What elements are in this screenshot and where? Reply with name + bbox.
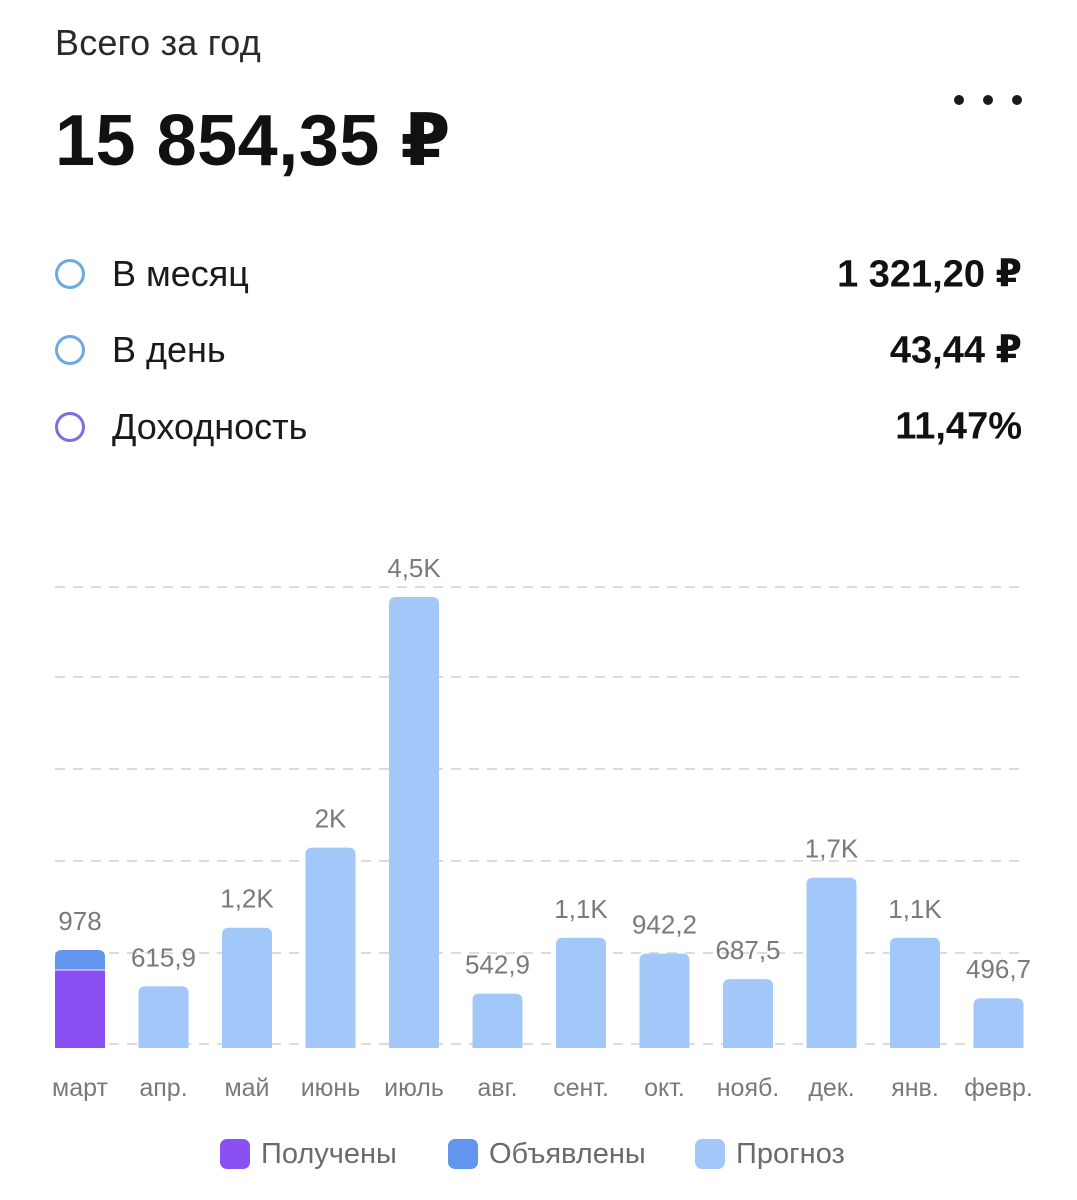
bar-value-label: 496,7 <box>966 954 1031 984</box>
bar-value-label: 542,9 <box>465 950 530 980</box>
stat-row-yield: Доходность 11,47% <box>55 402 1022 452</box>
legend-label: Объявлены <box>489 1137 646 1170</box>
bar-segment <box>55 949 105 971</box>
circle-icon <box>55 259 85 289</box>
bar-segment <box>890 937 940 1048</box>
x-tick-label: апр. <box>139 1074 187 1102</box>
x-tick-label: авг. <box>477 1074 517 1102</box>
bar-segment <box>472 993 523 1048</box>
bar-segment <box>639 953 690 1048</box>
stat-value: 1 321,20 ₽ <box>837 253 1022 296</box>
stat-label: В месяц <box>112 253 249 294</box>
legend-label: Прогноз <box>736 1137 845 1170</box>
bar-value-label: 1,1K <box>554 894 608 924</box>
x-tick-label: нояб. <box>717 1074 780 1102</box>
bar-segment <box>138 986 189 1048</box>
bar-value-label: 1,1K <box>888 894 942 924</box>
legend-item-received[interactable]: Получены <box>220 1134 397 1174</box>
legend-swatch <box>220 1139 250 1169</box>
legend-swatch <box>695 1139 725 1169</box>
stat-value: 11,47% <box>895 405 1022 448</box>
legend-item-forecast[interactable]: Прогноз <box>695 1134 845 1174</box>
x-tick-label: июнь <box>301 1074 361 1102</box>
bar-segment <box>556 937 606 1048</box>
bar-value-label: 942,2 <box>632 910 697 940</box>
circle-icon <box>55 335 85 365</box>
bar-value-label: 615,9 <box>131 942 196 972</box>
x-tick-label: март <box>52 1074 108 1102</box>
bar-value-label: 1,7K <box>805 834 859 864</box>
legend-swatch <box>448 1139 478 1169</box>
page-subtitle: Всего за год <box>55 22 261 63</box>
dividends-bar-chart: 978 март 615,9 апр. 1,2K май 2K июнь 4,5K июль 542… <box>52 553 1033 1102</box>
bar-value-label: 2K <box>315 804 347 834</box>
chart-legend: Получены Объявлены Прогноз <box>0 1134 1077 1174</box>
bar-value-label: 4,5K <box>387 553 441 583</box>
bar-segment <box>973 998 1024 1048</box>
year-total: 15 854,35 ₽ <box>55 101 451 181</box>
bar-segment <box>723 979 773 1048</box>
x-tick-label: дек. <box>808 1074 854 1102</box>
more-dot-icon <box>983 95 993 105</box>
stat-label: В день <box>112 329 226 370</box>
bar-value-label: 978 <box>58 906 101 936</box>
stat-row-month: В месяц 1 321,20 ₽ <box>55 249 1022 299</box>
bar-segment <box>305 847 356 1048</box>
circle-icon <box>55 412 85 442</box>
bar-segment <box>55 970 105 1048</box>
x-tick-label: июль <box>384 1074 444 1102</box>
bar-value-label: 1,2K <box>220 884 274 914</box>
bar-segment <box>389 597 439 1048</box>
stat-row-day: В день 43,44 ₽ <box>55 325 1022 375</box>
x-tick-label: февр. <box>964 1074 1033 1102</box>
x-tick-label: янв. <box>891 1074 939 1102</box>
legend-label: Получены <box>261 1137 397 1170</box>
x-tick-label: май <box>224 1074 269 1102</box>
more-dot-icon <box>1012 95 1022 105</box>
stat-value: 43,44 ₽ <box>889 329 1022 372</box>
bar-value-label: 687,5 <box>715 935 780 965</box>
x-tick-label: окт. <box>644 1074 685 1102</box>
bar-segment <box>222 927 272 1048</box>
x-tick-label: сент. <box>553 1074 609 1102</box>
stat-label: Доходность <box>112 406 308 447</box>
bar-segment <box>806 877 857 1048</box>
legend-item-announced[interactable]: Объявлены <box>448 1134 646 1174</box>
more-options-icon[interactable] <box>954 84 1022 116</box>
more-dot-icon <box>954 95 964 105</box>
